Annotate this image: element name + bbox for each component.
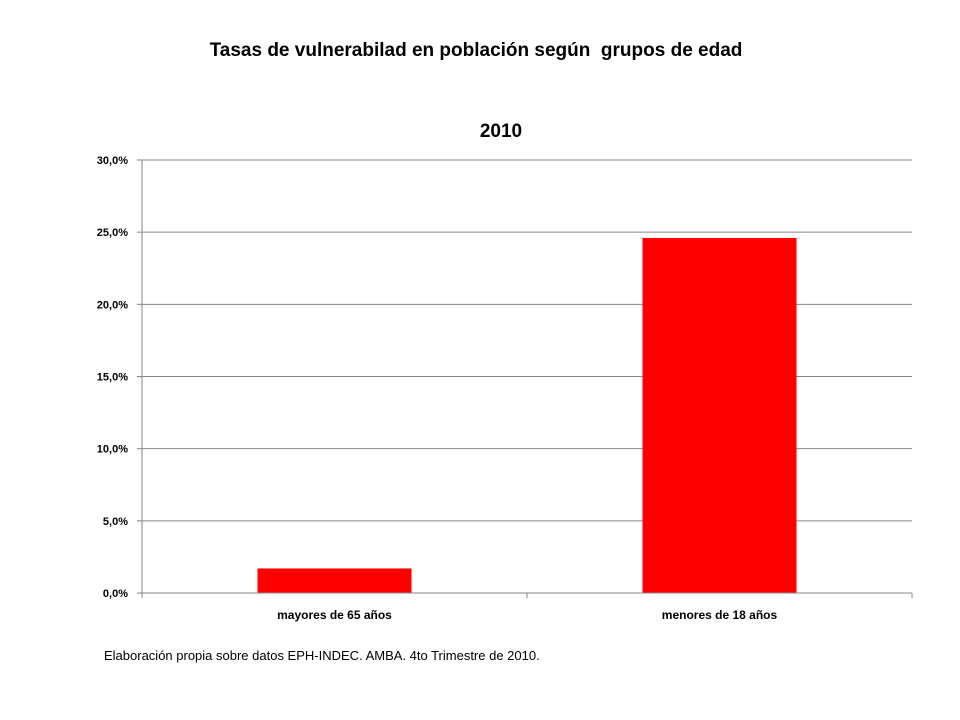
- slide-title: Tasas de vulnerabilad en población según…: [209, 40, 743, 61]
- x-tick-label: menores de 18 años: [662, 608, 778, 622]
- x-tick-label: mayores de 65 años: [277, 608, 392, 622]
- y-tick-labels: 0,0% 5,0% 10,0% 15,0% 20,0% 25,0% 30,0%: [97, 155, 128, 600]
- axes: [137, 159, 913, 598]
- x-tick-labels: mayores de 65 años menores de 18 años: [277, 608, 777, 622]
- chart-title: 2010: [480, 121, 522, 142]
- y-tick-label: 25,0%: [97, 227, 128, 239]
- y-tick-label: 0,0%: [103, 588, 128, 600]
- y-tick-label: 20,0%: [97, 299, 128, 311]
- y-tick-label: 30,0%: [97, 155, 128, 167]
- source-note: Elaboración propia sobre datos EPH-INDEC…: [104, 648, 540, 663]
- y-tick-label: 5,0%: [103, 516, 128, 528]
- bar: [257, 568, 412, 593]
- bar: [642, 237, 797, 593]
- y-tick-label: 10,0%: [97, 444, 128, 456]
- y-tick-label: 15,0%: [97, 372, 128, 384]
- bars: [257, 237, 797, 593]
